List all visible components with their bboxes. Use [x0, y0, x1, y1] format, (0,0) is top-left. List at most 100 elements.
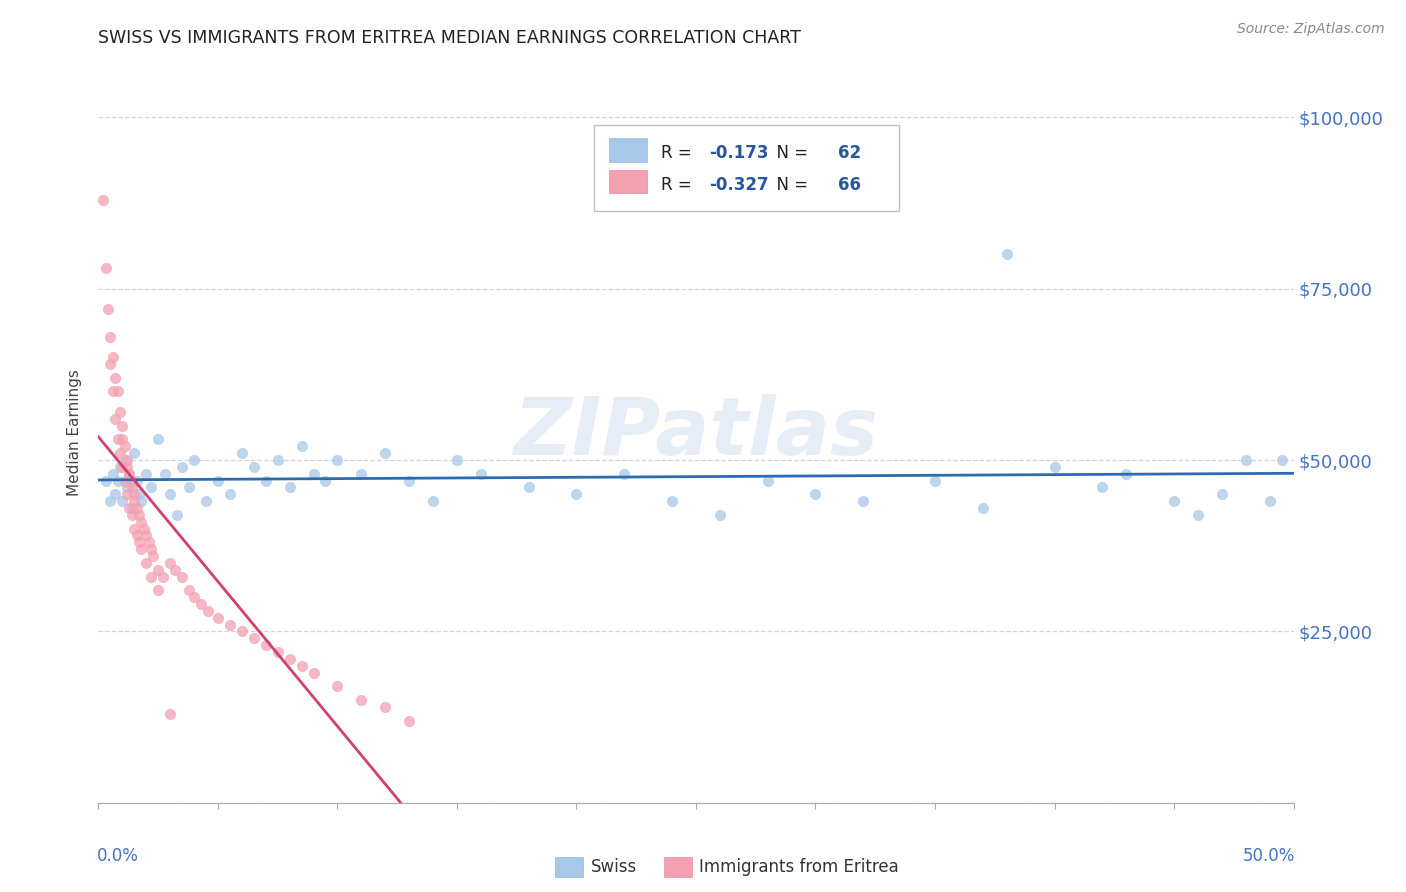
Point: [163, 563, 186, 577]
Point: [1043, 459, 1066, 474]
Point: [302, 467, 325, 481]
Point: [231, 624, 253, 639]
Point: [98, 357, 122, 371]
Point: [159, 706, 181, 721]
Point: [291, 439, 314, 453]
Point: [98, 494, 122, 508]
Point: [131, 494, 153, 508]
Text: N =: N =: [766, 176, 814, 194]
Point: [128, 535, 150, 549]
Point: [135, 467, 157, 481]
Point: [302, 665, 325, 680]
Point: [398, 714, 420, 728]
Text: 62: 62: [838, 144, 862, 161]
Point: [291, 658, 314, 673]
Text: R =: R =: [661, 176, 697, 194]
Point: [142, 549, 165, 563]
Text: -0.327: -0.327: [709, 176, 769, 194]
Point: [1163, 494, 1185, 508]
Point: [350, 693, 373, 707]
Point: [155, 467, 177, 481]
Point: [101, 467, 124, 481]
Point: [1271, 453, 1294, 467]
Point: [111, 459, 134, 474]
Point: [172, 459, 194, 474]
Text: ZIPatlas: ZIPatlas: [513, 393, 879, 472]
Point: [107, 384, 129, 399]
Point: [517, 480, 540, 494]
Point: [124, 522, 146, 536]
Point: [111, 494, 134, 508]
Point: [190, 597, 212, 611]
Point: [124, 487, 146, 501]
Point: [125, 528, 148, 542]
Point: [1115, 467, 1137, 481]
Point: [1211, 487, 1233, 501]
Point: [115, 453, 138, 467]
Point: [104, 371, 127, 385]
Point: [159, 556, 181, 570]
Point: [118, 467, 141, 481]
Point: [148, 583, 170, 598]
Point: [131, 542, 153, 557]
Point: [108, 459, 131, 474]
Point: [152, 569, 174, 583]
Point: [995, 247, 1018, 261]
Point: [148, 433, 170, 447]
Point: [104, 412, 127, 426]
Point: [470, 467, 492, 481]
Point: [139, 569, 162, 583]
Bar: [609, 138, 647, 161]
Point: [267, 645, 290, 659]
Point: [128, 487, 150, 501]
Point: [159, 487, 181, 501]
Point: [183, 590, 205, 604]
Text: -0.173: -0.173: [709, 144, 769, 161]
Point: [101, 350, 124, 364]
Point: [114, 453, 136, 467]
Point: [326, 453, 349, 467]
Point: [326, 679, 349, 693]
Text: SWISS VS IMMIGRANTS FROM ERITREA MEDIAN EARNINGS CORRELATION CHART: SWISS VS IMMIGRANTS FROM ERITREA MEDIAN …: [98, 29, 801, 47]
Point: [114, 474, 136, 488]
Text: 66: 66: [838, 176, 862, 194]
Point: [374, 446, 396, 460]
Point: [108, 405, 131, 419]
Point: [131, 515, 153, 529]
Point: [115, 459, 138, 474]
Point: [924, 474, 946, 488]
Point: [97, 302, 120, 317]
Point: [972, 501, 994, 516]
Point: [350, 467, 373, 481]
Point: [446, 453, 468, 467]
Point: [121, 508, 143, 522]
Point: [219, 617, 242, 632]
Point: [709, 508, 731, 522]
Point: [91, 193, 114, 207]
Point: [243, 459, 266, 474]
Point: [132, 522, 155, 536]
Point: [148, 563, 170, 577]
Point: [121, 480, 143, 494]
Point: [111, 433, 134, 447]
Point: [125, 501, 148, 516]
Text: Source: ZipAtlas.com: Source: ZipAtlas.com: [1237, 22, 1385, 37]
Point: [852, 494, 875, 508]
Point: [94, 261, 117, 276]
Point: [756, 474, 779, 488]
Point: [125, 474, 148, 488]
Point: [613, 467, 636, 481]
Point: [195, 494, 218, 508]
Point: [108, 446, 131, 460]
Point: [207, 474, 229, 488]
Text: 50.0%: 50.0%: [1243, 847, 1295, 865]
Point: [1258, 494, 1281, 508]
Point: [104, 487, 127, 501]
Point: [1234, 453, 1257, 467]
Point: [115, 487, 138, 501]
Text: 0.0%: 0.0%: [97, 847, 139, 865]
Point: [94, 474, 117, 488]
Point: [121, 501, 143, 516]
Point: [114, 439, 136, 453]
Point: [267, 453, 290, 467]
